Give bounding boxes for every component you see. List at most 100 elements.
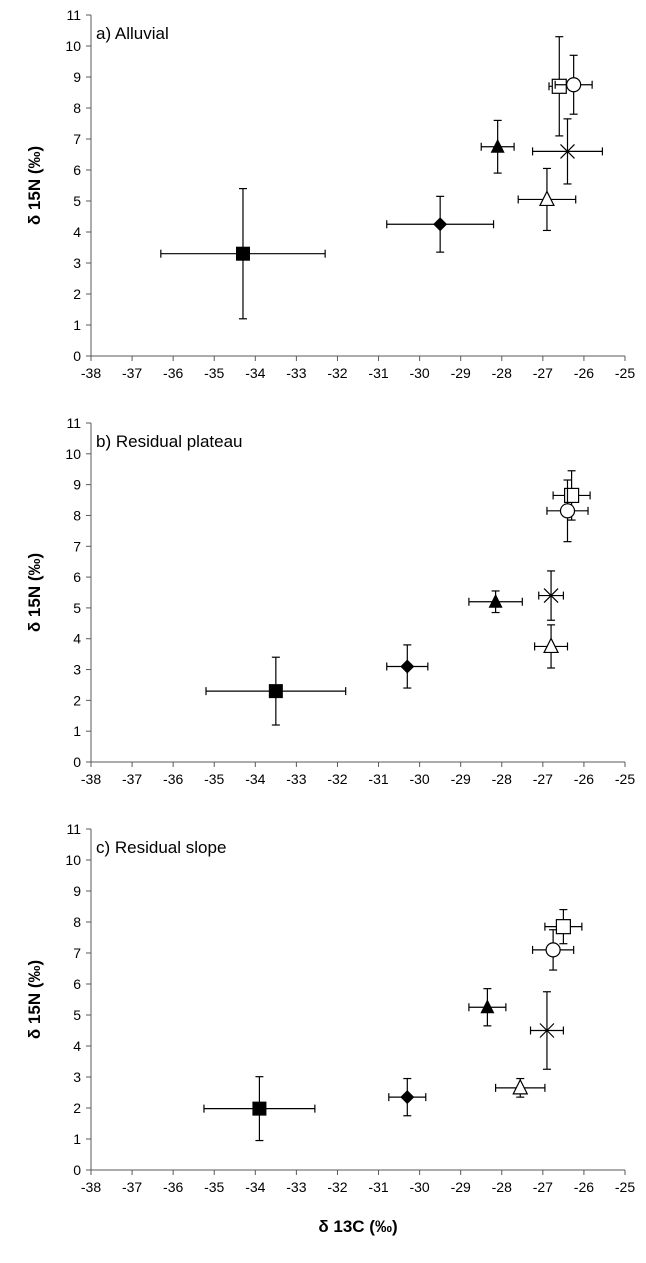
- marker-open-circle: [566, 77, 582, 93]
- y-tick-label: 10: [65, 38, 81, 54]
- y-tick-label: 5: [73, 1007, 81, 1023]
- y-tick-label: 2: [73, 692, 81, 708]
- y-tick-label: 0: [73, 1162, 81, 1178]
- x-tick-label: -37: [122, 365, 142, 381]
- marker-open-circle: [559, 503, 576, 519]
- x-tick-label: -33: [286, 1179, 306, 1195]
- marker-cross-stroke: [539, 1023, 555, 1038]
- y-tick-label: 8: [73, 507, 81, 523]
- x-tick-label: -35: [204, 365, 224, 381]
- x-tick-label: -26: [574, 365, 594, 381]
- x-tick-label: -26: [574, 771, 594, 787]
- data-point-filled-square: [203, 1076, 316, 1142]
- data-point-filled-triangle: [468, 590, 523, 614]
- data-point-open-square: [544, 908, 583, 945]
- x-tick-label: -25: [615, 1179, 635, 1195]
- y-tick-label: 5: [73, 600, 81, 616]
- x-tick-label: -37: [122, 1179, 142, 1195]
- data-point-open-triangle: [517, 167, 577, 232]
- y-tick-label: 6: [73, 162, 81, 178]
- x-tick-label: -33: [286, 771, 306, 787]
- x-tick-label: -26: [574, 1179, 594, 1195]
- data-point-cross: [531, 118, 604, 185]
- y-axis-label: δ 15N (‰): [25, 553, 44, 632]
- panel-title: a) Alluvial: [96, 24, 169, 43]
- data-point-filled-triangle: [480, 119, 515, 174]
- y-tick-label: 8: [73, 914, 81, 930]
- y-tick-label: 1: [73, 1131, 81, 1147]
- x-tick-label: -25: [615, 771, 635, 787]
- y-tick-label: 2: [73, 1100, 81, 1116]
- y-tick-label: 6: [73, 976, 81, 992]
- data-point-filled-diamond: [386, 644, 429, 689]
- marker-filled-diamond: [400, 659, 415, 674]
- x-tick-label: -35: [204, 771, 224, 787]
- data-point-open-circle: [554, 54, 593, 115]
- marker-filled-diamond: [400, 1090, 415, 1105]
- x-tick-label: -28: [492, 365, 512, 381]
- marker-filled-triangle: [480, 999, 495, 1014]
- x-tick-label: -36: [163, 771, 183, 787]
- marker-open-triangle: [512, 1078, 529, 1095]
- data-point-filled-square: [205, 656, 347, 726]
- marker-filled-square: [252, 1101, 267, 1116]
- x-tick-label: -29: [451, 365, 471, 381]
- x-tick-label: -36: [163, 365, 183, 381]
- marker-cross-stroke: [560, 143, 575, 159]
- y-tick-label: 7: [73, 131, 81, 147]
- chart-panel-2: 0 1 2 3 4 5 6 7 8 9 10 11 -38 -37 -36 -35 -34 -33 -32 -31 -3…: [25, 415, 635, 787]
- x-tick-label: -31: [368, 771, 388, 787]
- x-tick-label: -32: [327, 365, 347, 381]
- marker-filled-square: [268, 684, 283, 699]
- y-tick-label: 9: [73, 477, 81, 493]
- chart-panel-3: 0 1 2 3 4 5 6 7 8 9 10 11 -38 -37 -36 -35 -34 -33 -32 -31 -3…: [25, 821, 635, 1236]
- x-tick-label: -32: [327, 771, 347, 787]
- x-tick-label: -32: [327, 1179, 347, 1195]
- y-tick-label: 0: [73, 348, 81, 364]
- y-tick-label: 10: [65, 446, 81, 462]
- marker-filled-square: [235, 246, 250, 261]
- x-tick-label: -30: [409, 365, 429, 381]
- data-point-cross: [529, 991, 564, 1070]
- y-tick-label: 3: [73, 662, 81, 678]
- y-axis-label: δ 15N (‰): [25, 960, 44, 1039]
- data-point-filled-triangle: [468, 988, 507, 1027]
- y-tick-label: 10: [65, 852, 81, 868]
- x-tick-label: -31: [368, 365, 388, 381]
- y-tick-label: 8: [73, 100, 81, 116]
- x-tick-label: -27: [533, 1179, 553, 1195]
- x-tick-label: -37: [122, 771, 142, 787]
- x-tick-label: -29: [451, 771, 471, 787]
- data-point-open-square: [552, 470, 591, 521]
- x-tick-label: -34: [245, 365, 265, 381]
- x-tick-label: -29: [451, 1179, 471, 1195]
- x-tick-label: -38: [81, 771, 101, 787]
- y-tick-label: 0: [73, 754, 81, 770]
- marker-filled-triangle: [490, 138, 505, 153]
- y-tick-label: 3: [73, 1069, 81, 1085]
- data-point-filled-square: [160, 188, 326, 320]
- y-tick-label: 11: [66, 415, 81, 431]
- x-tick-label: -34: [245, 1179, 265, 1195]
- panel-title: b) Residual plateau: [96, 432, 242, 451]
- x-tick-label: -27: [533, 771, 553, 787]
- x-tick-label: -38: [81, 365, 101, 381]
- marker-open-square: [551, 78, 567, 94]
- chart-panel-1: 0 1 2 3 4 5 6 7 8 9 10 11 -38 -37 -36 -35 -34 -33 -32 -31 -3…: [25, 7, 635, 381]
- x-tick-label: -30: [409, 771, 429, 787]
- marker-filled-triangle: [488, 593, 503, 608]
- panel-title: c) Residual slope: [96, 838, 226, 857]
- data-point-cross: [538, 570, 564, 621]
- y-tick-label: 6: [73, 569, 81, 585]
- y-tick-label: 7: [73, 538, 81, 554]
- y-tick-label: 2: [73, 286, 81, 302]
- x-tick-label: -28: [492, 1179, 512, 1195]
- data-point-open-circle: [531, 929, 575, 971]
- marker-open-square: [555, 919, 571, 935]
- y-tick-label: 5: [73, 193, 81, 209]
- y-tick-label: 1: [73, 723, 81, 739]
- marker-filled-diamond: [433, 217, 448, 232]
- x-tick-label: -28: [492, 771, 512, 787]
- x-tick-label: -30: [409, 1179, 429, 1195]
